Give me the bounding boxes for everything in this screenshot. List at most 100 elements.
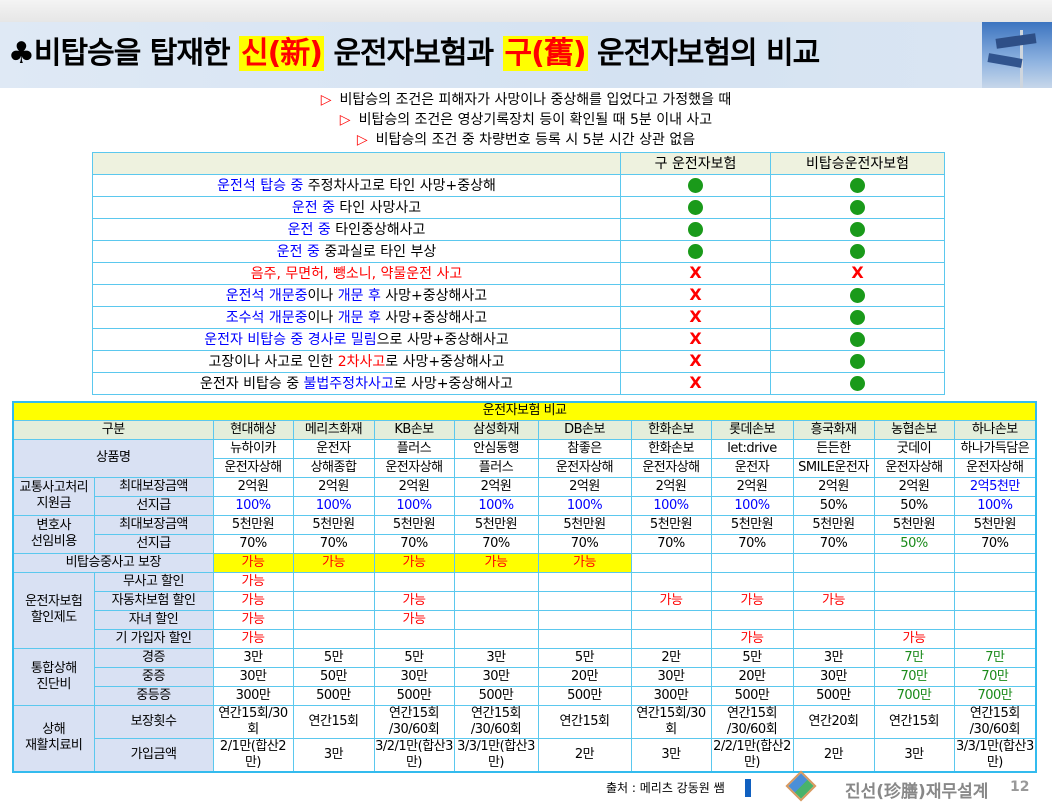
value-cell: 70%: [292, 533, 375, 554]
value-cell: 연간15회 /30/60회: [453, 704, 539, 739]
product-name: 뉴하이카: [212, 438, 294, 459]
value-cell: [537, 628, 632, 649]
table-row: 기 가입자 할인 가능 가능 가능: [13, 628, 1037, 649]
table-row: 음주, 무면허, 뺑소니, 약물운전 사고 X X: [92, 262, 945, 285]
value-cell: 70%: [537, 533, 632, 554]
not-covered-x-icon: X: [851, 263, 864, 282]
company-name: 메리츠화재: [292, 419, 375, 440]
table-row: 운전석 탑승 중 주정차사고로 타인 사망+중상해: [92, 174, 945, 197]
new-coverage-cell: [770, 372, 945, 395]
scenario-cell: 운전 중 타인 사망사고: [92, 196, 621, 219]
scenario-text-segment: 타인중상해사고: [335, 221, 426, 238]
value-cell: 연간15회 /30/60회: [373, 704, 455, 739]
product-name: 하나가득담은: [953, 438, 1037, 459]
scenario-text-segment: 고장이나 사고로 인한: [208, 353, 338, 370]
value-cell: 연간15회 /30/60회: [953, 704, 1037, 739]
table-row: 운전 중 타인 사망사고: [92, 196, 945, 219]
company-name: 농협손보: [873, 419, 955, 440]
conditions-list: ▷ 비탑승의 조건은 피해자가 사망이나 중상해를 입었다고 가정했을 때 ▷ 비탑…: [0, 90, 1052, 150]
header-label: 구분: [12, 419, 214, 440]
value-cell: [537, 590, 632, 611]
value-cell: 50%: [873, 533, 955, 554]
value-cell: 500만: [292, 685, 375, 706]
old-coverage-cell: X: [620, 306, 771, 329]
slide-footer: 출처 : 메리츠 강동원 쌤 진선(珍膳)재무설계 12: [0, 770, 1052, 807]
row-label: 자녀 할인: [93, 609, 214, 630]
value-cell: 2만: [630, 647, 712, 668]
value-cell: [292, 628, 375, 649]
value-cell: [873, 571, 955, 592]
company-name: 삼성화재: [453, 419, 539, 440]
value-cell: 2억5천만: [953, 476, 1037, 497]
row-label: 기 가입자 할인: [93, 628, 214, 649]
value-cell: [953, 609, 1037, 630]
scenario-cell: 운전 중 타인중상해사고: [92, 218, 621, 241]
table-row: 선지급 100% 100% 100% 100% 100% 100% 100% 50% 50% 100…: [13, 495, 1037, 516]
row-label: 가입금액: [93, 737, 214, 772]
value-cell: 300만: [630, 685, 712, 706]
old-coverage-cell: X: [620, 328, 771, 351]
value-cell: [873, 609, 955, 630]
company-header-row: 구분 현대해상 메리츠화재 KB손보 삼성화재 DB손보 한화손보 롯데손보 흥국화재 농협손보 하…: [12, 419, 1037, 440]
scenario-text-segment: 사망+중상해사고: [385, 287, 488, 304]
value-cell: 2억원: [873, 476, 955, 497]
product-name: 운전자상해: [630, 457, 712, 478]
value-cell: 연간15회: [537, 704, 632, 739]
value-cell: 100%: [453, 495, 539, 516]
value-cell: 50%: [873, 495, 955, 516]
not-covered-x-icon: X: [689, 307, 702, 326]
old-coverage-cell: X: [620, 372, 771, 395]
not-covered-x-icon: X: [689, 329, 702, 348]
value-cell: [792, 628, 875, 649]
value-cell: [630, 552, 712, 573]
table-row: 비탑승중사고 보장 가능 가능 가능 가능 가능: [12, 552, 1037, 573]
value-cell: 70%: [373, 533, 455, 554]
value-cell: [873, 552, 955, 573]
value-cell: 2/1만(합산2만): [212, 737, 294, 772]
old-coverage-cell: [620, 240, 771, 263]
covered-dot-icon: [850, 222, 865, 237]
triangle-icon: ▷: [356, 132, 368, 148]
driver-insurance-comparison-table: 운전자보험 비교 구분 현대해상 메리츠화재 KB손보 삼성화재 DB손보 한화손보 롯데손보 흥…: [12, 401, 1038, 773]
value-cell: [292, 590, 375, 611]
value-cell: [710, 571, 794, 592]
value-cell: 가능: [373, 590, 455, 611]
scenario-cell: 고장이나 사고로 인한 2차사고로 사망+중상해사고: [92, 350, 621, 373]
product-name-row: 운전자상해 상해종합 운전자상해 플러스 운전자상해 운전자상해 운전자 SMILE운전자 운전…: [13, 457, 1037, 478]
scenario-text-segment: 주정차사고로 타인 사망+중상해: [307, 177, 496, 194]
table-row: 운전석 개문중이나 개문 후 사망+중상해사고 X: [92, 284, 945, 307]
value-cell: 3만: [453, 647, 539, 668]
value-cell: 2만: [792, 737, 875, 772]
scenario-cell: 운전석 개문중이나 개문 후 사망+중상해사고: [92, 284, 621, 307]
table-row: 변호사 선임비용 최대보장금액 5천만원 5천만원 5천만원 5천만원 5천만원 5천만원 5천…: [12, 514, 1037, 554]
title-bar: ♣비탑승을 탑재한 신(新) 운전자보험과 구(舊) 운전자보험의 비교: [0, 22, 1052, 88]
scenario-text-segment: 타인 사망사고: [339, 199, 422, 216]
value-cell: 2억원: [537, 476, 632, 497]
title-prefix: ♣비탑승을 탑재한: [8, 36, 239, 71]
table-row: 고장이나 사고로 인한 2차사고로 사망+중상해사고 X: [92, 350, 945, 373]
value-cell: 가능: [710, 628, 794, 649]
new-coverage-cell: [770, 196, 945, 219]
row-label: 보장횟수: [93, 704, 214, 739]
scenario-text-segment: 개문 후: [337, 287, 386, 304]
product-name: 운전자상해: [373, 457, 455, 478]
table-title: 운전자보험 비교: [12, 401, 1037, 421]
value-cell: 7만: [873, 647, 955, 668]
value-cell: 5천만원: [873, 514, 955, 535]
scenario-text-segment: 불법주정차사고: [303, 375, 394, 392]
covered-dot-icon: [850, 244, 865, 259]
scenario-text-segment: 운전 중: [287, 221, 336, 238]
table-row: 중증 30만 50만 30만 30만 20만 30만 20만 30만 70만 70만: [13, 666, 1037, 687]
covered-dot-icon: [688, 200, 703, 215]
row-label: 자동차보험 할인: [93, 590, 214, 611]
scenario-cell: 운전자 비탑승 중 경사로 밀림으로 사망+중상해사고: [92, 328, 621, 351]
new-coverage-cell: [770, 350, 945, 373]
table-row: 상해 재활치료비 보장횟수 연간15회/30회 연간15회 연간15회 /30/60회 연…: [12, 704, 1037, 772]
scenario-text-segment: 2차사고: [337, 353, 386, 370]
value-cell: [630, 609, 712, 630]
table-row: 운전 중 중과실로 타인 부상: [92, 240, 945, 263]
value-cell: [453, 628, 539, 649]
page-number: 12: [1010, 779, 1030, 795]
value-cell: [453, 571, 539, 592]
condition-text: 비탑승의 조건은 영상기록장치 등이 확인될 때 5분 이내 사고: [358, 112, 713, 128]
